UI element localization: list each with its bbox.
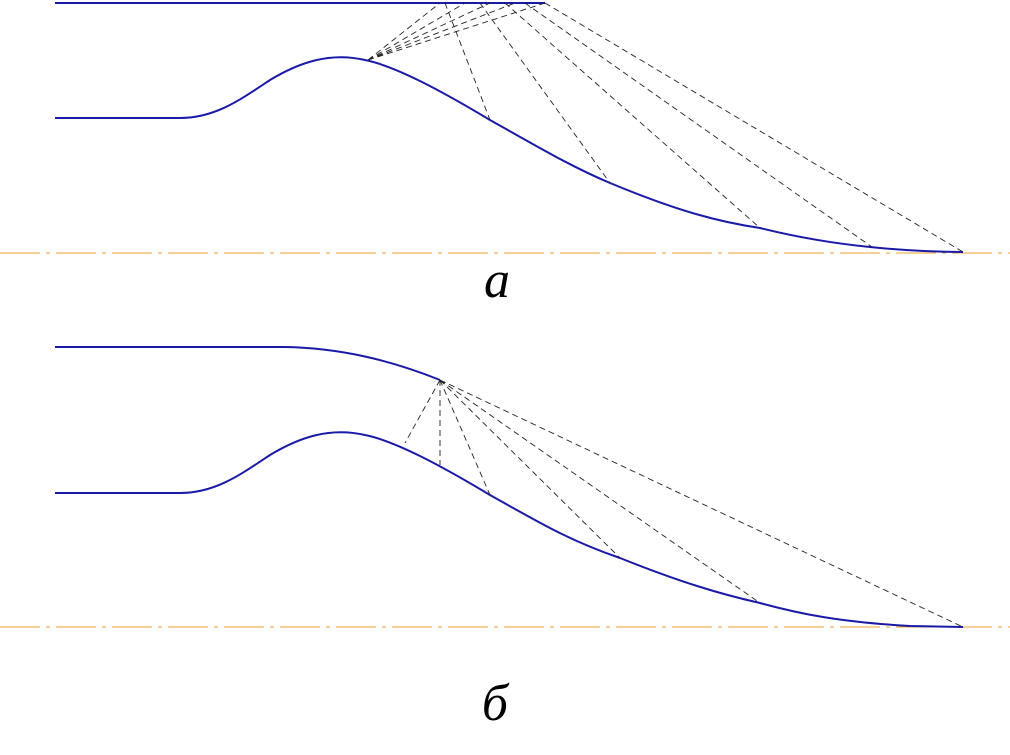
lower-contour	[55, 56, 964, 253]
characteristic-lines	[404, 379, 964, 628]
panel-b: б	[0, 346, 1010, 732]
characteristic-lines	[367, 2, 964, 253]
panel-a: а	[0, 2, 1010, 309]
panel-label: б	[482, 675, 510, 732]
upper-contour	[55, 346, 441, 381]
lower-contour	[55, 431, 964, 628]
panel-label: а	[484, 252, 510, 309]
